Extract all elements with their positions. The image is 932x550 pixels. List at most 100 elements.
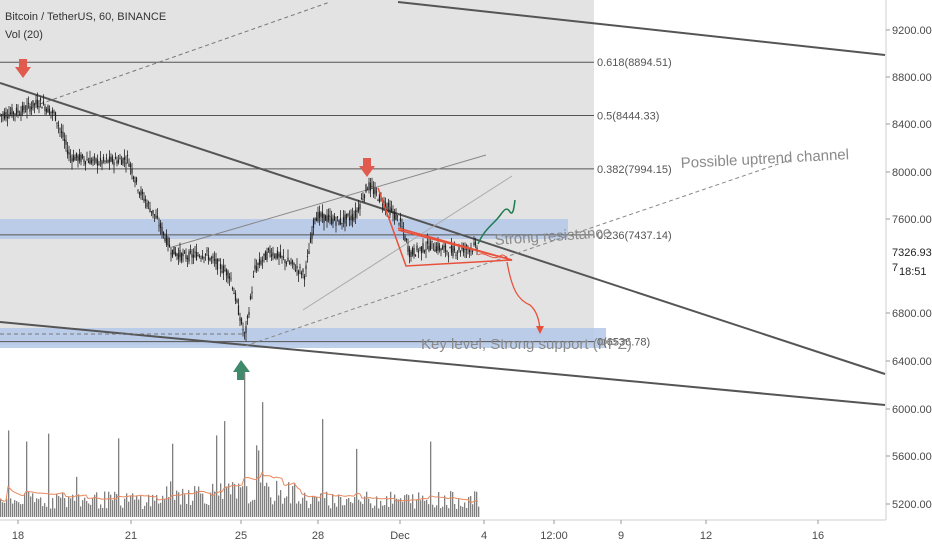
- candle-body: [171, 249, 174, 257]
- volume-bar: [386, 496, 388, 517]
- candle-body: [471, 250, 474, 252]
- volume-bar: [304, 492, 306, 517]
- candle-body: [315, 217, 318, 222]
- candle-body: [74, 157, 76, 161]
- volume-bar: [198, 486, 200, 517]
- candle-body: [2, 113, 4, 116]
- candle-body: [354, 210, 357, 218]
- volume-bar: [244, 372, 246, 517]
- volume-bar: [478, 506, 480, 517]
- price-tick-label: 8000.00: [892, 167, 932, 179]
- candle-body: [384, 203, 387, 208]
- candle-body: [474, 241, 477, 246]
- volume-bar: [194, 486, 196, 517]
- candle-body: [396, 215, 399, 217]
- time-tick-label: 28: [312, 530, 324, 542]
- candle-body: [192, 254, 195, 258]
- volume-bar: [428, 504, 430, 517]
- volume-bar: [132, 493, 134, 517]
- candle-body: [99, 157, 102, 161]
- volume-bar: [180, 504, 182, 517]
- candle-body: [399, 217, 402, 222]
- volume-bar: [310, 503, 312, 517]
- candle-body: [404, 235, 406, 241]
- candle-body: [224, 270, 226, 272]
- candle-body: [387, 202, 390, 207]
- volume-bar: [204, 503, 206, 517]
- candle-body: [23, 105, 25, 111]
- candle-body: [381, 204, 384, 206]
- time-tick-label: Dec: [390, 530, 410, 542]
- candle-body: [62, 132, 64, 138]
- candle-body: [216, 259, 219, 270]
- volume-bar: [206, 503, 208, 517]
- volume-bar: [212, 483, 214, 517]
- candle-body: [84, 161, 87, 165]
- candle-body: [320, 213, 322, 217]
- volume-bar: [164, 499, 166, 517]
- volume-bar: [408, 495, 410, 517]
- volume-bar: [42, 506, 44, 517]
- candle-body: [89, 157, 91, 165]
- volume-bar: [368, 498, 370, 517]
- candle-body: [281, 256, 283, 258]
- volume-bar: [0, 498, 2, 517]
- volume-bar: [172, 443, 174, 517]
- candle-body: [189, 250, 192, 253]
- candle-body: [168, 244, 171, 248]
- candle-body: [114, 156, 117, 160]
- volume-bar: [60, 497, 62, 517]
- volume-bar: [174, 499, 176, 517]
- volume-bar: [268, 486, 270, 517]
- volume-bar: [314, 496, 316, 517]
- candle-body: [140, 190, 142, 196]
- volume-bar: [352, 503, 354, 517]
- candle-body: [18, 114, 21, 116]
- volume-bar: [220, 483, 222, 517]
- candle-body: [455, 254, 457, 256]
- candle-body: [330, 216, 333, 224]
- uptrend-channel-upper: [171, 154, 487, 248]
- candle-body: [341, 222, 343, 224]
- volume-bar: [446, 504, 448, 517]
- candle-body: [255, 266, 258, 271]
- volume-bar: [190, 505, 192, 517]
- candle-body: [435, 246, 438, 251]
- volume-bar: [380, 500, 382, 517]
- volume-bar: [342, 505, 344, 517]
- candle-body: [174, 252, 177, 256]
- volume-bar: [102, 507, 104, 517]
- volume-bar: [420, 500, 422, 517]
- time-tick-label: 4: [481, 530, 487, 542]
- volume-bar: [176, 490, 178, 517]
- volume-bar: [322, 419, 324, 517]
- candle-body: [401, 226, 403, 228]
- candle-body: [150, 211, 153, 213]
- volume-bar: [374, 505, 376, 517]
- volume-bar: [458, 499, 460, 517]
- candle-body: [102, 156, 105, 161]
- volume-bar: [364, 496, 366, 517]
- volume-bar: [376, 496, 378, 517]
- candle-body: [299, 266, 301, 268]
- candle-body: [182, 253, 184, 257]
- time-axis[interactable]: 18 21 25 28 Dec 4 12:00 9 12 16: [12, 520, 824, 542]
- candle-body: [194, 251, 196, 253]
- candle-body: [473, 242, 475, 245]
- candle-body: [311, 232, 313, 239]
- candle-body: [423, 250, 426, 253]
- price-axis[interactable]: 9200.00 8800.00 8400.00 8000.00 7600.00 6800.…: [886, 25, 932, 511]
- volume-bar: [444, 495, 446, 517]
- projected-drop-arrowhead: [536, 326, 544, 334]
- volume-bar: [8, 430, 10, 517]
- candle-body: [215, 258, 217, 265]
- volume-bar: [362, 503, 364, 517]
- volume-bar: [402, 501, 404, 517]
- candle-body: [152, 210, 154, 215]
- volume-bar: [148, 494, 150, 517]
- volume-bar: [210, 492, 212, 517]
- volume-bar: [240, 487, 242, 517]
- candle-body: [161, 227, 163, 234]
